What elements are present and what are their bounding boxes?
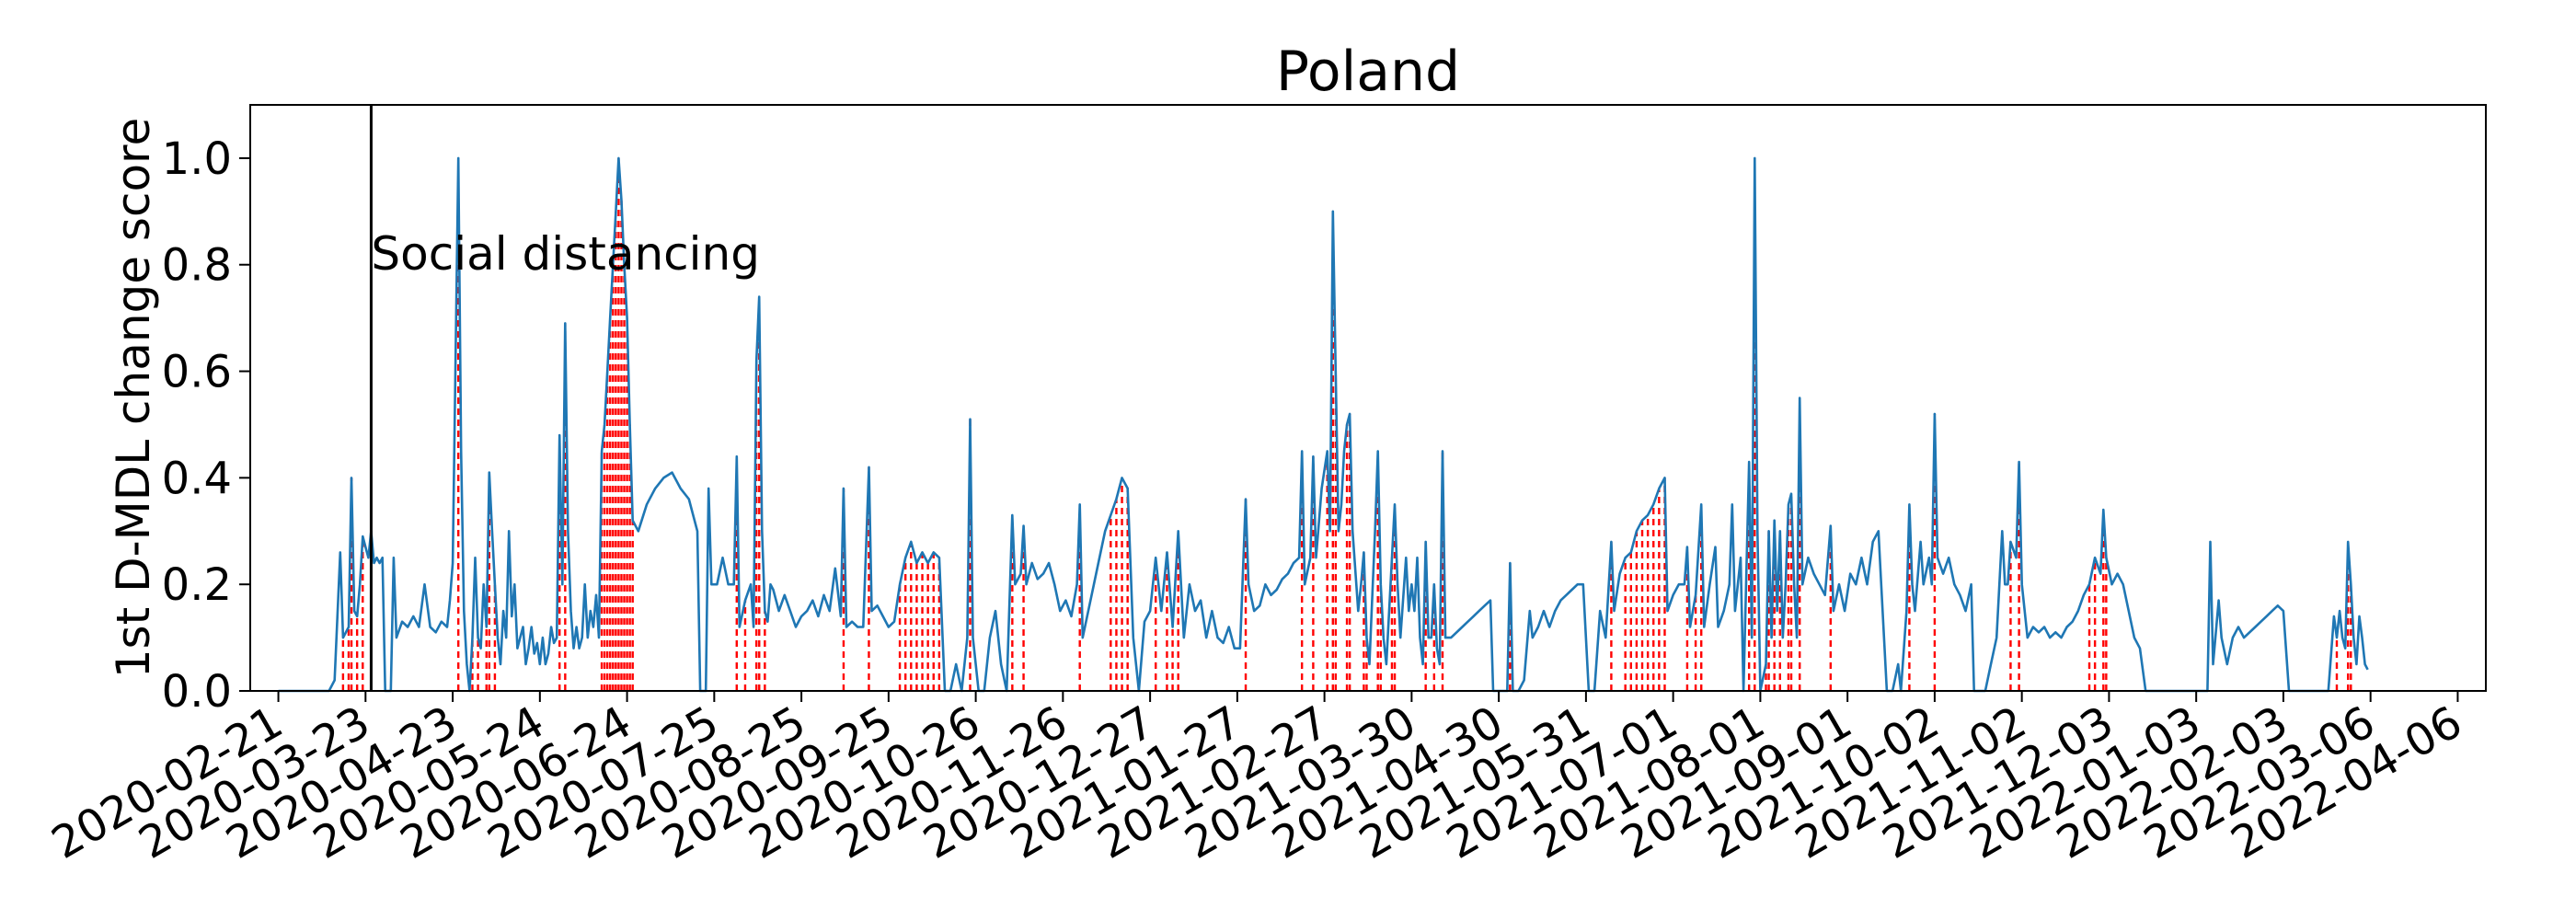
y-axis: 0.0 0.2 0.4 0.6 0.8 1.0 <box>162 133 250 718</box>
y-tick-label: 0.0 <box>162 666 232 718</box>
y-tick-label: 1.0 <box>162 133 232 185</box>
series-line <box>278 156 2369 693</box>
plot-area: Social distancing <box>278 105 2369 693</box>
y-axis-label: 1st D-MDL change score <box>107 118 160 679</box>
y-tick-label: 0.8 <box>162 240 232 292</box>
plot-frame <box>249 104 2487 692</box>
chart-title: Poland <box>1276 40 1460 104</box>
y-tick-label: 0.2 <box>162 559 232 611</box>
y-tick-label: 0.4 <box>162 453 232 504</box>
x-axis: 2020-02-212020-03-232020-04-232020-05-24… <box>43 691 2470 869</box>
annotation-label: Social distancing <box>371 227 760 281</box>
y-tick-label: 0.6 <box>162 347 232 398</box>
